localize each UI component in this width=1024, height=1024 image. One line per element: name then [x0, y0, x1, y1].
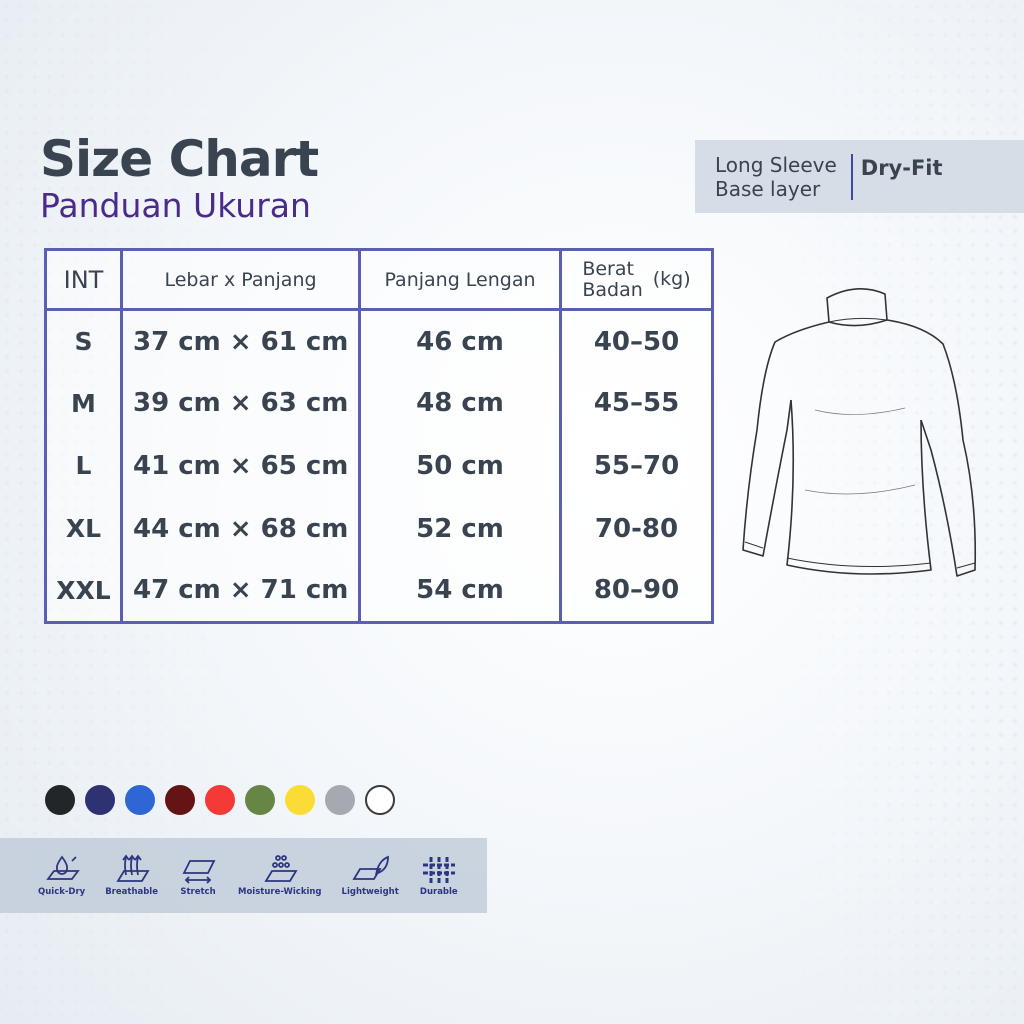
feature-stretch: Stretch: [178, 853, 218, 913]
table-row: XXL 47 cm × 71 cm 54 cm 80–90: [44, 559, 714, 623]
header-weight-line2: Badan: [582, 278, 643, 301]
color-swatch[interactable]: [85, 785, 115, 815]
feature-moisture-wicking: Moisture-Wicking: [238, 853, 322, 913]
header-size: Lebar x Panjang: [120, 249, 361, 310]
feature-label: Breathable: [105, 887, 158, 897]
table-row: XL 44 cm × 68 cm 52 cm 70-80: [44, 497, 714, 560]
feature-label: Durable: [419, 887, 458, 897]
feature-quick-dry: Quick-Dry: [38, 853, 85, 913]
lightweight-icon: [352, 855, 390, 880]
feature-label: Moisture-Wicking: [238, 887, 322, 897]
table-row: M 39 cm × 63 cm 48 cm 45–55: [44, 372, 714, 435]
color-swatch[interactable]: [45, 785, 75, 815]
header-weight: Berat Badan (kg): [559, 249, 714, 310]
shirt-illustration: [742, 288, 977, 577]
table-row: L 41 cm × 65 cm 50 cm 55–70: [44, 434, 714, 498]
color-swatch[interactable]: [365, 785, 395, 815]
stretch-icon: [182, 860, 216, 884]
header-sleeve: Panjang Lengan: [358, 249, 562, 310]
color-swatch[interactable]: [285, 785, 315, 815]
header-weight-unit: (kg): [652, 268, 691, 290]
cell-int: XL: [44, 497, 123, 560]
cell-size: 37 cm × 61 cm: [120, 309, 361, 373]
cell-weight: 45–55: [559, 372, 714, 435]
table-header: INT Lebar x Panjang Panjang Lengan Berat…: [44, 249, 714, 310]
cell-sleeve: 54 cm: [358, 559, 562, 623]
cell-size: 44 cm × 68 cm: [120, 497, 361, 560]
moisture-wicking-icon: [264, 855, 298, 882]
cell-weight: 70-80: [559, 497, 714, 560]
features-bar: Quick-Dry Breathable Stretch Moisture-Wicki…: [0, 838, 487, 913]
badge-line2: Base layer: [715, 176, 821, 201]
page-subtitle: Panduan Ukuran: [40, 186, 311, 225]
header-weight-line1: Berat: [582, 257, 634, 280]
color-swatches: [45, 785, 395, 815]
feature-lightweight: Lightweight: [342, 853, 399, 913]
feature-label: Lightweight: [341, 887, 399, 897]
cell-sleeve: 48 cm: [358, 372, 562, 435]
feature-breathable: Breathable: [105, 853, 158, 913]
cell-int: L: [44, 434, 123, 498]
color-swatch[interactable]: [125, 785, 155, 815]
header-int: INT: [44, 249, 123, 310]
cell-int: S: [44, 309, 123, 373]
quick-dry-icon: [45, 855, 80, 880]
size-table: INT Lebar x Panjang Panjang Lengan Berat…: [44, 248, 714, 624]
product-badge: Long Sleeve Base layer Dry-Fit: [695, 140, 1024, 213]
page-title: Size Chart: [40, 130, 319, 188]
cell-weight: 40–50: [559, 309, 714, 373]
cell-size: 39 cm × 63 cm: [120, 372, 361, 435]
feature-label: Stretch: [180, 887, 216, 897]
cell-sleeve: 52 cm: [358, 497, 562, 560]
cell-int: XXL: [44, 559, 123, 623]
cell-size: 47 cm × 71 cm: [120, 559, 361, 623]
badge-material: Dry-Fit: [860, 155, 943, 180]
cell-size: 41 cm × 65 cm: [120, 434, 361, 498]
color-swatch[interactable]: [245, 785, 275, 815]
color-swatch[interactable]: [325, 785, 355, 815]
cell-weight: 55–70: [559, 434, 714, 498]
cell-sleeve: 50 cm: [358, 434, 562, 498]
cell-int: M: [44, 372, 123, 435]
table-row: S 37 cm × 61 cm 46 cm 40–50: [44, 309, 714, 373]
feature-durable: Durable: [419, 853, 459, 913]
durable-icon: [422, 857, 455, 883]
badge-divider: [850, 153, 853, 200]
feature-label: Quick-Dry: [38, 887, 86, 897]
cell-weight: 80–90: [559, 559, 714, 623]
cell-sleeve: 46 cm: [358, 309, 562, 373]
badge-line1: Long Sleeve: [715, 152, 837, 177]
color-swatch[interactable]: [205, 785, 235, 815]
color-swatch[interactable]: [165, 785, 195, 815]
breathable-icon: [116, 854, 150, 882]
